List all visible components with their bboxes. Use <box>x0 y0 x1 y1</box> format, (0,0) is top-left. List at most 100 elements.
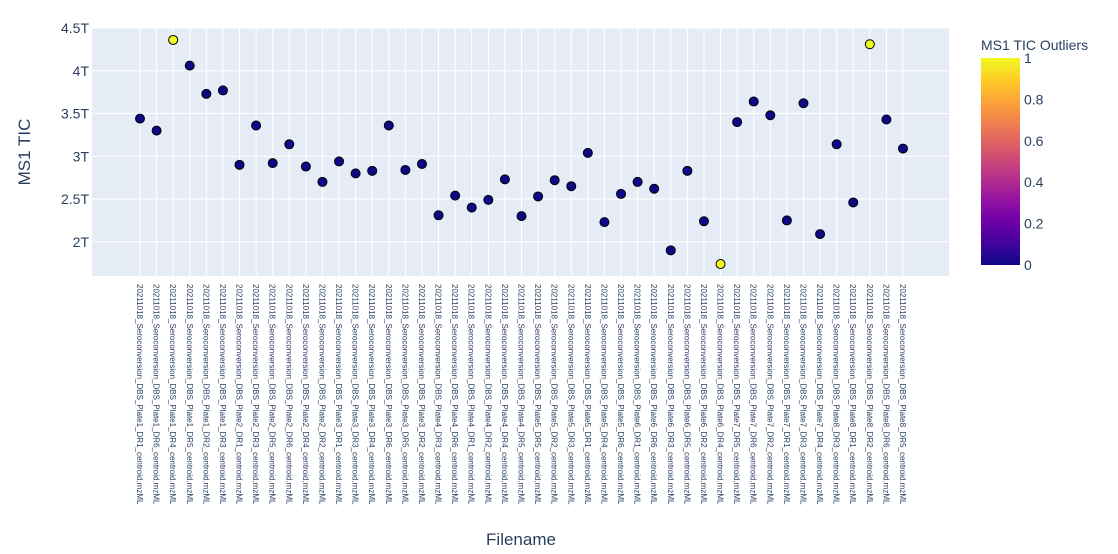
x-tick-label: 20211018_Seroconversion_DBS_Plate7_DR6_c… <box>749 284 758 505</box>
data-point <box>416 158 427 169</box>
y-tick-label: 3T <box>73 148 90 164</box>
x-tick-label: 20211018_Seroconversion_DBS_Plate8_DR3_c… <box>832 284 841 505</box>
x-tick-label: 20211018_Seroconversion_DBS_Plate3_DR4_c… <box>367 284 376 505</box>
x-tick-label: 20211018_Seroconversion_DBS_Plate6_DR1_c… <box>633 284 642 505</box>
x-tick-label: 20211018_Seroconversion_DBS_Plate6_DR2_c… <box>699 284 708 505</box>
x-tick-label: 20211018_Seroconversion_DBS_Plate3_DR1_c… <box>334 284 343 505</box>
x-tick-label: 20211018_Seroconversion_DBS_Plate2_DR4_c… <box>301 284 310 505</box>
data-point <box>682 165 693 176</box>
data-point <box>350 168 361 179</box>
colorbar-tick-label: 0.8 <box>1024 91 1044 107</box>
data-point <box>864 39 875 50</box>
data-point <box>184 60 195 71</box>
x-tick-label: 20211018_Seroconversion_DBS_Plate5_DR1_c… <box>583 284 592 505</box>
x-tick-label: 20211018_Seroconversion_DBS_Plate3_DR5_c… <box>400 284 409 505</box>
x-tick-label: 20211018_Seroconversion_DBS_Plate3_DR2_c… <box>417 284 426 505</box>
plot-area <box>92 28 949 276</box>
data-point <box>450 190 461 201</box>
data-point <box>151 125 162 136</box>
y-tick-label: 2.5T <box>61 191 89 207</box>
data-point <box>566 181 577 192</box>
data-point <box>582 147 593 158</box>
x-tick-label: 20211018_Seroconversion_DBS_Plate7_DR1_c… <box>782 284 791 505</box>
x-tick-label: 20211018_Seroconversion_DBS_Plate4_DR3_c… <box>434 284 443 505</box>
x-tick-label: 20211018_Seroconversion_DBS_Plate5_DR5_c… <box>533 284 542 505</box>
x-tick-label: 20211018_Seroconversion_DBS_Plate3_DR3_c… <box>351 284 360 505</box>
x-tick-label: 20211018_Seroconversion_DBS_Plate8_DR6_c… <box>881 284 890 505</box>
x-tick-label: 20211018_Seroconversion_DBS_Plate7_DR3_c… <box>798 284 807 505</box>
data-point <box>383 120 394 131</box>
data-point <box>898 143 908 154</box>
data-point <box>649 183 660 194</box>
data-point <box>400 164 411 175</box>
data-point <box>599 217 610 228</box>
data-point <box>284 139 295 150</box>
x-tick-label: 20211018_Seroconversion_DBS_Plate5_DR3_c… <box>566 284 575 505</box>
x-tick-label: 20211018_Seroconversion_DBS_Plate1_DR5_c… <box>185 284 194 505</box>
colorbar-tick-label: 0.4 <box>1024 174 1044 190</box>
colorbar-tick-label: 0.6 <box>1024 133 1044 149</box>
x-tick-label: 20211018_Seroconversion_DBS_Plate1_DR2_c… <box>201 284 210 505</box>
data-point <box>715 259 726 270</box>
data-point <box>665 245 676 256</box>
x-tick-label: 20211018_Seroconversion_DBS_Plate3_DR6_c… <box>384 284 393 505</box>
data-point <box>234 159 245 170</box>
data-point <box>201 88 212 99</box>
data-point <box>881 114 892 125</box>
colorbar-tick-label: 1 <box>1024 50 1032 66</box>
x-tick-label: 20211018_Seroconversion_DBS_Plate8_DR2_c… <box>865 284 874 505</box>
colorbar-tick-label: 0.2 <box>1024 216 1044 232</box>
x-tick-label: 20211018_Seroconversion_DBS_Plate5_DR6_c… <box>616 284 625 505</box>
x-tick-label: 20211018_Seroconversion_DBS_Plate2_DR1_c… <box>235 284 244 505</box>
colorbar-title: MS1 TIC Outliers <box>981 37 1088 53</box>
y-tick-label: 2T <box>73 234 90 250</box>
x-tick-label: 20211018_Seroconversion_DBS_Plate5_DR2_c… <box>550 284 559 505</box>
data-point <box>831 139 842 150</box>
data-point <box>533 191 544 202</box>
x-axis-ticks: 20211018_Seroconversion_DBS_Plate1_DR1_c… <box>135 284 907 505</box>
data-point <box>135 113 145 124</box>
x-tick-label: 20211018_Seroconversion_DBS_Plate4_DR5_c… <box>517 284 526 505</box>
x-tick-label: 20211018_Seroconversion_DBS_Plate1_DR4_c… <box>168 284 177 505</box>
data-point <box>698 216 709 227</box>
x-tick-label: 20211018_Seroconversion_DBS_Plate1_DR3_c… <box>218 284 227 505</box>
data-point <box>848 197 859 208</box>
x-tick-label: 20211018_Seroconversion_DBS_Plate6_DR6_c… <box>649 284 658 505</box>
data-point <box>267 158 278 169</box>
data-point <box>798 98 809 109</box>
x-axis-title: Filename <box>486 530 556 549</box>
colorbar: MS1 TIC Outliers 0 0.2 0.4 0.6 0.8 1 <box>981 37 1088 273</box>
grid-lines <box>92 27 949 276</box>
data-point <box>516 211 527 222</box>
data-point <box>815 229 826 240</box>
data-point <box>781 215 792 226</box>
y-tick-label: 4.5T <box>61 20 89 36</box>
x-tick-label: 20211018_Seroconversion_DBS_Plate1_DR6_c… <box>152 284 161 505</box>
x-tick-label: 20211018_Seroconversion_DBS_Plate7_DR4_c… <box>815 284 824 505</box>
data-points <box>135 34 908 270</box>
y-tick-label: 3.5T <box>61 106 89 122</box>
x-tick-label: 20211018_Seroconversion_DBS_Plate4_DR1_c… <box>467 284 476 505</box>
x-tick-label: 20211018_Seroconversion_DBS_Plate7_DR2_c… <box>765 284 774 505</box>
data-point <box>334 156 345 167</box>
data-point <box>616 188 627 199</box>
y-tick-label: 4T <box>73 63 90 79</box>
data-point <box>367 165 378 176</box>
x-tick-label: 20211018_Seroconversion_DBS_Plate8_DR5_c… <box>898 284 907 505</box>
x-tick-label: 20211018_Seroconversion_DBS_Plate1_DR1_c… <box>135 284 144 505</box>
x-tick-label: 20211018_Seroconversion_DBS_Plate5_DR4_c… <box>599 284 608 505</box>
data-point <box>317 176 328 187</box>
colorbar-gradient <box>981 58 1020 265</box>
x-tick-label: 20211018_Seroconversion_DBS_Plate2_DR2_c… <box>317 284 326 505</box>
data-point <box>217 85 228 96</box>
x-tick-label: 20211018_Seroconversion_DBS_Plate7_DR5_c… <box>732 284 741 505</box>
data-point <box>466 202 477 213</box>
data-point <box>168 34 179 45</box>
colorbar-tick-label: 0 <box>1024 257 1032 273</box>
y-axis-title: MS1 TIC <box>15 119 34 186</box>
data-point <box>483 194 494 205</box>
data-point <box>748 96 759 107</box>
data-point <box>765 110 776 121</box>
x-tick-label: 20211018_Seroconversion_DBS_Plate2_DR5_c… <box>268 284 277 505</box>
